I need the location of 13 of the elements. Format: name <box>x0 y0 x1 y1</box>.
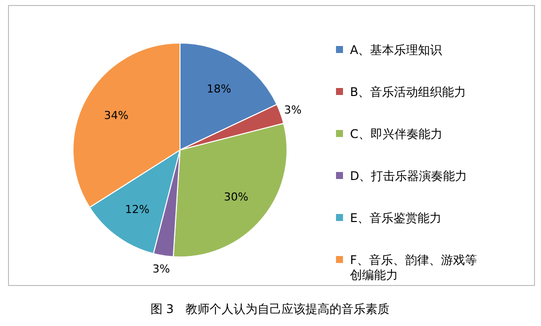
data-label: 34% <box>104 108 128 122</box>
legend-label: F、音乐、韵律、游戏等创编能力 <box>350 253 477 282</box>
data-label: 3% <box>284 103 302 116</box>
caption: 图 3 教师个人认为自己应该提高的音乐素质 <box>150 302 390 316</box>
data-label: 18% <box>206 82 232 96</box>
data-label: 3% <box>152 262 170 276</box>
legend-label: D、打击乐器演奏能力 <box>350 169 468 183</box>
legend-label: E、音乐鉴赏能力 <box>350 211 442 225</box>
legend-label: A、基本乐理知识 <box>350 43 442 57</box>
data-label: 12% <box>125 202 150 216</box>
data-label: 30% <box>224 190 248 204</box>
legend-label: C、即兴伴奏能力 <box>350 127 442 141</box>
legend-label: B、音乐活动组织能力 <box>350 85 466 99</box>
